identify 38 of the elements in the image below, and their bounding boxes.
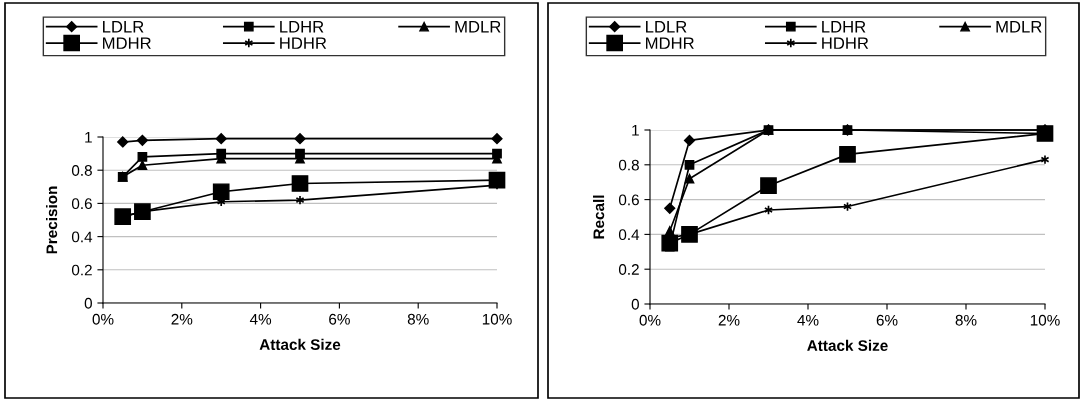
y-tick-label: 1 bbox=[632, 125, 639, 136]
y-tick-label: 0.6 bbox=[618, 194, 639, 206]
legend-label: HDHR bbox=[822, 37, 869, 49]
y-axis-title: Precision bbox=[45, 186, 58, 254]
y-tick-label: 1 bbox=[85, 132, 92, 143]
y-axis-title: Recall bbox=[592, 195, 605, 239]
legend-label: MDLR bbox=[996, 21, 1042, 33]
y-tick-label: 0.8 bbox=[618, 159, 639, 171]
x-tick-label: 8% bbox=[407, 313, 429, 325]
x-axis-title: Attack Size bbox=[807, 339, 888, 351]
legend-label: LDHR bbox=[280, 21, 324, 33]
x-tick-label: 2% bbox=[171, 313, 193, 325]
y-tick-label: 0.2 bbox=[71, 264, 92, 276]
x-tick-label: 6% bbox=[876, 314, 898, 326]
x-tick-label: 8% bbox=[955, 314, 977, 326]
y-tick-label: 0 bbox=[84, 297, 92, 309]
y-tick-label: 0 bbox=[631, 298, 639, 310]
legend-label: HDHR bbox=[280, 37, 327, 49]
x-tick-label: 2% bbox=[718, 314, 740, 326]
legend-label: LDLR bbox=[103, 21, 144, 33]
x-tick-label: 4% bbox=[249, 313, 272, 325]
x-tick-label: 10% bbox=[1030, 314, 1060, 326]
y-tick-label: 0.2 bbox=[618, 264, 639, 275]
x-tick-label: 10% bbox=[482, 313, 512, 325]
legend-label: LDLR bbox=[646, 21, 687, 33]
y-tick-label: 0.6 bbox=[71, 198, 92, 210]
x-tick-label: 0% bbox=[639, 314, 661, 326]
legend-label: MDHR bbox=[646, 37, 694, 49]
x-tick-label: 0% bbox=[92, 313, 114, 325]
legend-label: MDHR bbox=[103, 37, 151, 49]
x-tick-label: 6% bbox=[329, 313, 350, 325]
y-tick-label: 0.4 bbox=[71, 231, 93, 243]
legend-label: MDLR bbox=[455, 21, 501, 33]
x-axis-title: Attack Size bbox=[259, 338, 341, 350]
x-tick-label: 4% bbox=[797, 314, 819, 326]
legend-label: LDHR bbox=[822, 21, 866, 33]
y-tick-label: 0.4 bbox=[618, 229, 640, 241]
y-tick-label: 0.8 bbox=[71, 165, 92, 176]
